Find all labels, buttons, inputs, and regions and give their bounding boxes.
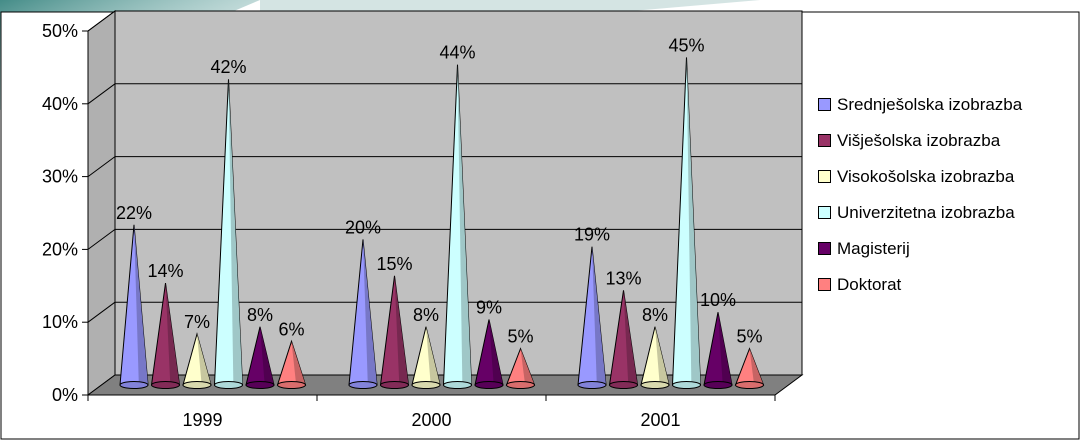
data-label: 15%: [376, 254, 412, 274]
data-label: 42%: [210, 57, 246, 77]
legend-swatch: [818, 242, 831, 255]
cone-shade: [394, 275, 409, 387]
x-tick-label: 2001: [640, 410, 680, 430]
cone-base: [380, 381, 409, 389]
cone-shade: [749, 348, 764, 387]
cone-shade: [655, 326, 669, 387]
plot-side-wall: [87, 10, 116, 396]
cone-base: [577, 381, 607, 389]
cone-base: [277, 381, 306, 389]
cone-shade: [718, 312, 732, 387]
data-label: 5%: [736, 327, 762, 347]
gridline-side: [87, 228, 116, 250]
legend-swatch: [818, 98, 831, 111]
cone-base: [474, 381, 504, 389]
data-label: 5%: [507, 327, 533, 347]
cone-base: [245, 381, 275, 389]
cone-shade: [592, 246, 606, 387]
cone-base: [151, 381, 180, 389]
data-label: 6%: [278, 319, 304, 339]
cone-base: [443, 381, 472, 389]
y-tick-label: 50%: [42, 21, 78, 41]
x-tick-label: 2000: [411, 410, 451, 430]
data-label: 14%: [147, 261, 183, 281]
legend-label: Univerzitetna izobrazba: [837, 202, 1015, 222]
data-label: 8%: [413, 305, 439, 325]
cone-shade: [426, 326, 440, 387]
legend-item: Srednješolska izobrazba: [818, 94, 1080, 114]
y-tick-label: 30%: [42, 167, 78, 187]
top-band-decoration: [260, 0, 760, 12]
cone-base: [214, 381, 243, 389]
cone-base: [609, 381, 638, 389]
gridline-side: [87, 10, 116, 32]
y-tick-label: 0%: [52, 385, 78, 405]
data-label: 9%: [476, 297, 502, 317]
y-tick-label: 10%: [42, 312, 78, 332]
legend-item: Višješolska izobrazba: [818, 130, 1080, 150]
cone-base: [703, 381, 733, 389]
data-label: 13%: [605, 268, 641, 288]
cone-shade: [623, 290, 638, 387]
cone-base: [506, 381, 535, 389]
cone-shade: [197, 334, 211, 387]
legend-swatch: [818, 134, 831, 147]
cone-base: [411, 381, 441, 389]
legend-label: Visokošolska izobrazba: [837, 166, 1015, 186]
data-label: 45%: [668, 35, 704, 55]
x-tick-label: 1999: [182, 410, 222, 430]
cone-shade: [520, 348, 535, 387]
gridline-side: [87, 83, 116, 105]
data-label: 22%: [116, 203, 152, 223]
cone-shade: [363, 239, 377, 387]
data-label: 20%: [345, 217, 381, 237]
data-label: 10%: [700, 290, 736, 310]
cone-shade: [165, 283, 180, 387]
cone-shade: [489, 319, 503, 387]
legend-label: Srednješolska izobrazba: [837, 94, 1023, 114]
cone-base: [119, 381, 149, 389]
data-label: 19%: [574, 225, 610, 245]
legend-item: Univerzitetna izobrazba: [818, 202, 1080, 222]
legend-item: Visokošolska izobrazba: [818, 166, 1080, 186]
y-tick-label: 40%: [42, 94, 78, 114]
cone-base: [182, 381, 212, 389]
legend: Srednješolska izobrazba Višješolska izob…: [818, 94, 1080, 312]
gridline-side: [87, 301, 116, 323]
legend-label: Magisterij: [837, 238, 910, 258]
cone-base: [348, 381, 378, 389]
legend-item: Doktorat: [818, 274, 1080, 294]
data-label: 8%: [642, 305, 668, 325]
cone-shade: [291, 341, 306, 387]
data-label: 7%: [184, 312, 210, 332]
legend-label: Doktorat: [837, 274, 902, 294]
cone-shade: [457, 64, 472, 388]
legend-item: Magisterij: [818, 238, 1080, 258]
cone-shade: [228, 79, 243, 388]
data-label: 8%: [247, 305, 273, 325]
cone-shade: [686, 57, 701, 388]
cone-base: [672, 381, 701, 389]
legend-swatch: [818, 278, 831, 291]
gridline-side: [87, 156, 116, 178]
cone-base: [735, 381, 764, 389]
legend-label: Višješolska izobrazba: [837, 130, 1001, 150]
y-tick-label: 20%: [42, 239, 78, 259]
cone-shade: [260, 326, 274, 387]
cone-shade: [134, 224, 148, 387]
cone-base: [640, 381, 670, 389]
legend-swatch: [818, 206, 831, 219]
data-label: 44%: [439, 43, 475, 63]
legend-swatch: [818, 170, 831, 183]
